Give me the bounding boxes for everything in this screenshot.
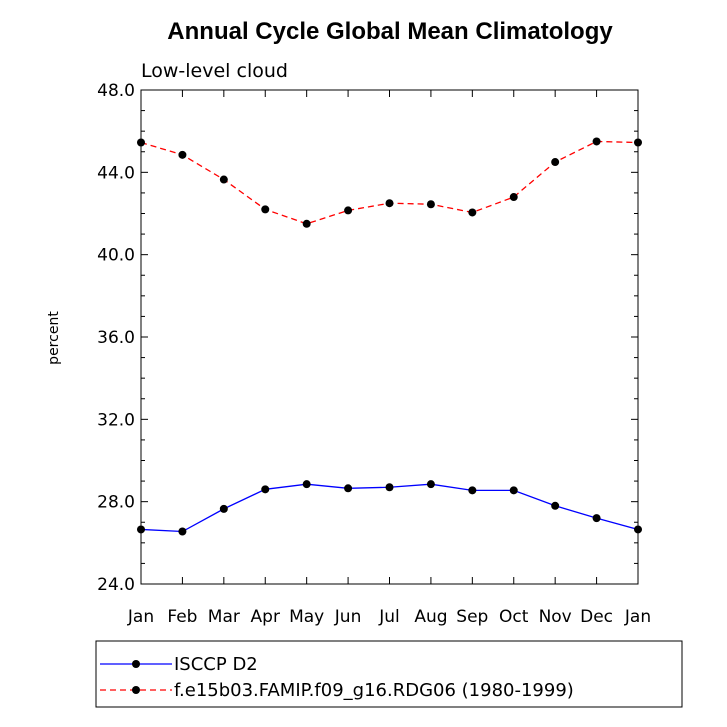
data-point xyxy=(634,138,642,147)
legend-label-1: ISCCP D2 xyxy=(174,654,258,675)
data-point xyxy=(178,150,187,159)
y-tick-label: 40.0 xyxy=(97,246,135,266)
data-point xyxy=(468,208,477,217)
y-tick-label: 24.0 xyxy=(97,575,135,595)
data-point xyxy=(344,206,353,215)
y-tick-label: 36.0 xyxy=(97,328,135,348)
data-point xyxy=(302,480,311,489)
data-point xyxy=(385,483,394,492)
data-point xyxy=(261,205,270,214)
data-point xyxy=(178,527,187,536)
x-tick-label: Oct xyxy=(499,607,529,627)
x-tick-label: Dec xyxy=(580,607,613,627)
data-point xyxy=(592,514,601,523)
series-group xyxy=(137,137,642,536)
data-point xyxy=(426,480,435,489)
chart-title: Annual Cycle Global Mean Climatology xyxy=(167,18,613,45)
legend-marker xyxy=(132,660,140,668)
x-tick-label: Sep xyxy=(456,607,488,627)
x-tick-label: Jan xyxy=(624,607,651,627)
series-line-1 xyxy=(140,483,639,533)
y-tick-label: 48.0 xyxy=(97,81,135,101)
axis-ticks: 24.0 28.0 32.0 36.0 40.0 44.0 48.0 Jan Feb Mar Apr… xyxy=(97,81,651,627)
data-point xyxy=(426,200,435,209)
y-tick-label: 44.0 xyxy=(97,163,135,183)
legend-marker xyxy=(132,686,140,694)
data-point xyxy=(137,525,145,534)
y-axis-label: percent xyxy=(46,311,62,365)
x-tick-label: Nov xyxy=(539,607,572,627)
y-tick-label: 28.0 xyxy=(97,493,135,513)
data-point xyxy=(261,485,270,494)
x-tick-label: Jan xyxy=(127,607,154,627)
x-tick-label: Feb xyxy=(167,607,197,627)
data-point xyxy=(344,484,353,493)
x-tick-label: Jul xyxy=(378,607,400,627)
data-point xyxy=(634,525,642,534)
data-point xyxy=(137,138,145,147)
data-point xyxy=(509,193,518,202)
data-point xyxy=(509,486,518,495)
x-tick-label: May xyxy=(289,607,324,627)
data-point xyxy=(592,137,601,146)
chart-subtitle: Low-level cloud xyxy=(141,60,288,82)
series-line-2 xyxy=(140,140,639,225)
data-point xyxy=(219,504,228,513)
legend: ISCCP D2 f.e15b03.FAMIP.f09_g16.RDG06 (19… xyxy=(95,640,683,708)
data-point xyxy=(468,486,477,495)
legend-label-2: f.e15b03.FAMIP.f09_g16.RDG06 (1980-1999) xyxy=(174,680,574,701)
x-tick-label: Mar xyxy=(208,607,240,627)
data-point xyxy=(302,219,311,228)
x-tick-label: Apr xyxy=(251,607,280,627)
y-tick-label: 32.0 xyxy=(97,410,135,430)
plot-frame xyxy=(140,89,639,585)
data-point xyxy=(219,175,228,184)
data-point xyxy=(385,199,394,208)
data-point xyxy=(551,501,560,510)
data-point xyxy=(551,158,560,167)
x-tick-label: Aug xyxy=(414,607,447,627)
x-tick-label: Jun xyxy=(334,607,362,627)
legend-box xyxy=(95,640,683,708)
